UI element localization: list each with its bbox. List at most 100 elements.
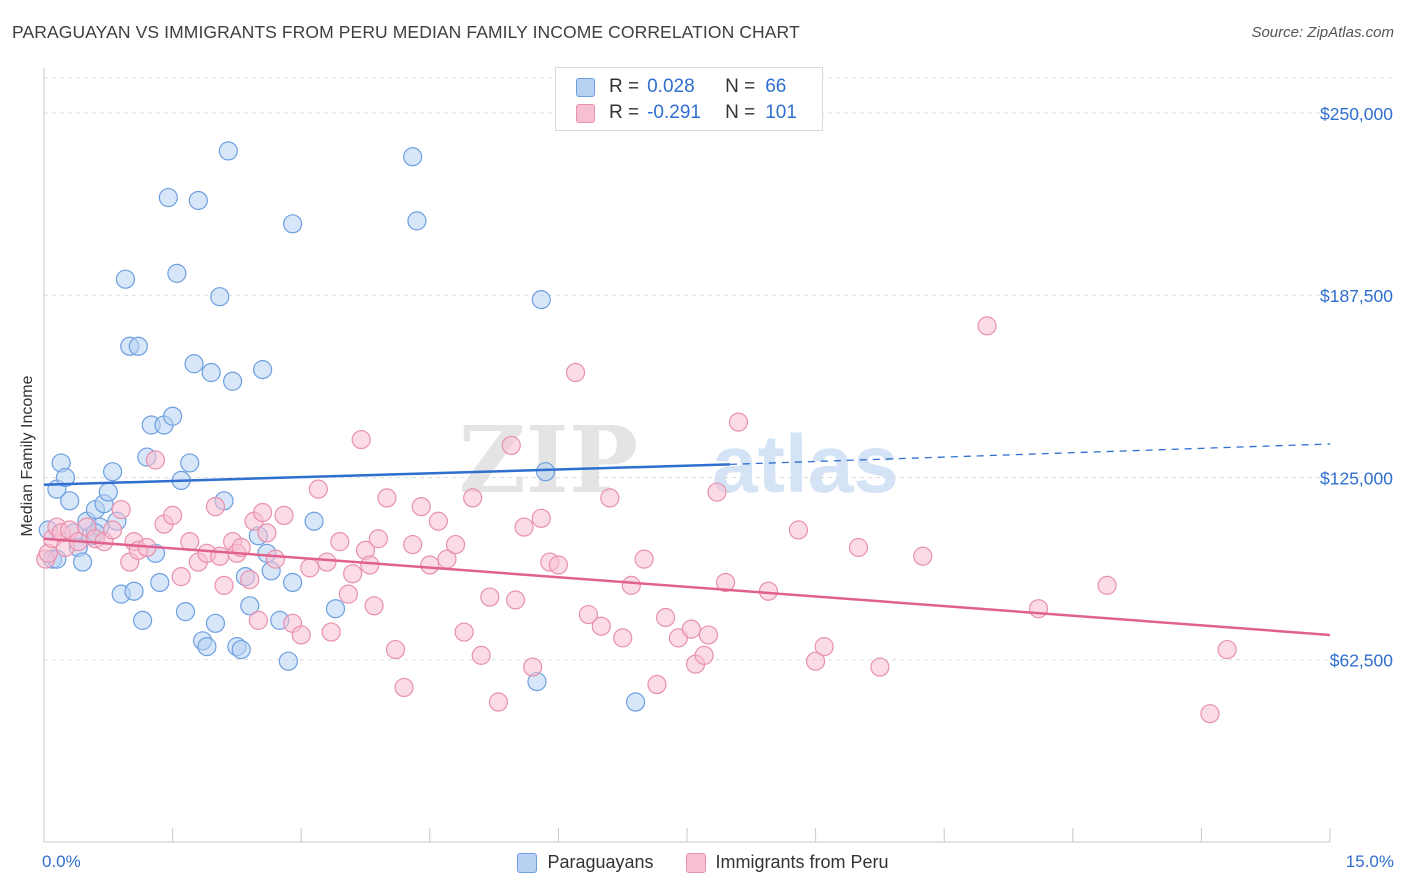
stats-legend: R = 0.028 N = 66 R = -0.291 N = 101 [555,67,823,131]
x-tick-label-max: 15.0% [1345,852,1394,871]
peru-point [330,532,350,552]
peru-point [471,645,491,665]
peru-point [488,692,508,712]
paraguayans-point [180,453,200,473]
peru-point [403,534,423,555]
watermark-atlas: atlas [712,419,899,510]
n-label: N = [725,76,756,97]
paraguayans-point [163,406,183,426]
paraguayans-point [253,360,273,380]
peru-point [591,616,611,636]
paraguayans-point [167,263,187,283]
peru-point [445,534,466,555]
r-value: 0.028 [647,76,695,97]
peru-point [681,619,701,639]
peru-point [913,546,933,566]
n-label: N = [725,102,756,123]
peru-point [480,587,500,607]
chart-title: PARAGUAYAN VS IMMIGRANTS FROM PERU MEDIA… [12,22,800,42]
stats-row-paraguayans: R = 0.028 N = 66 [576,75,786,99]
peru-point [411,497,431,517]
peru-point [565,362,586,383]
n-value: 101 [765,102,797,123]
peru-legend-swatch [685,852,706,873]
y-tick-label: $62,500 [1330,651,1394,671]
paraguayans-point [218,141,238,161]
peru-point [214,575,234,595]
legend-label-peru: Immigrants from Peru [715,852,889,872]
peru-point [163,505,183,526]
peru-point [1217,639,1237,660]
paraguayans-point [102,462,123,482]
peru-point [548,555,569,575]
r-value: -0.291 [647,102,701,123]
paraguayans-point [132,610,153,630]
peru-point [210,546,230,566]
peru-point [394,677,414,698]
peru-point [291,625,311,645]
peru-point [385,639,406,660]
peru-point [600,488,620,508]
paraguayans-point [278,651,298,671]
peru-point [351,429,371,450]
source-label: Source: ZipAtlas.com [1251,24,1394,41]
peru-point [814,637,834,657]
paraguayans-point [188,190,208,211]
paraguayans-point [304,511,324,531]
peru-point [454,622,474,642]
paraguayans-point [210,287,230,307]
peru-point [634,549,654,569]
paraguayans-point [403,147,423,167]
paraguayans-point [223,371,243,391]
paraguayans-point [205,613,226,633]
paraguayans-point [175,602,196,622]
peru-point [205,497,226,517]
paraguayans-point [150,572,170,593]
paraguayans-point [231,639,251,660]
paraguayans-point [283,572,303,593]
peru-point [698,625,719,645]
peru-point [308,479,328,499]
paraguayans-point [407,211,427,231]
paraguayans-trendline-extension [729,443,1331,466]
paraguayans-point [128,336,148,356]
peru-point [523,657,543,677]
peru-point [343,564,363,584]
peru-point [145,450,166,470]
peru-point [300,558,320,578]
peru-point [621,575,641,595]
n-value: 66 [765,76,787,97]
peru-swatch [576,103,595,123]
peru-point [977,316,997,336]
peru-point [274,505,294,526]
peru-point [715,572,736,593]
y-tick-label: $187,500 [1320,286,1393,306]
peru-point [102,520,123,540]
paraguayans-point [240,596,260,616]
peru-point [171,567,191,587]
peru-point [364,596,384,616]
paraguayans-point [535,462,556,482]
peru-point [1028,599,1049,619]
peru-point [428,511,448,531]
peru-point [578,604,599,625]
peru-point [613,628,633,648]
paraguayans-point [325,599,346,619]
y-tick-label: $250,000 [1320,104,1393,124]
paraguayans-point [625,692,646,712]
peru-point [728,412,749,432]
peru-point [694,645,714,665]
peru-point [420,555,440,575]
peru-point [377,488,397,508]
paraguayans-point [158,187,178,208]
stats-row-peru: R = -0.291 N = 101 [576,101,797,125]
peru-point [463,488,483,508]
peru-point [265,549,286,569]
peru-point [870,657,890,677]
peru-point [707,482,727,502]
peru-point [240,569,260,590]
peru-point [1097,575,1117,595]
peru-point [788,520,809,540]
paraguayans-point [197,637,217,657]
peru-point [505,590,526,610]
